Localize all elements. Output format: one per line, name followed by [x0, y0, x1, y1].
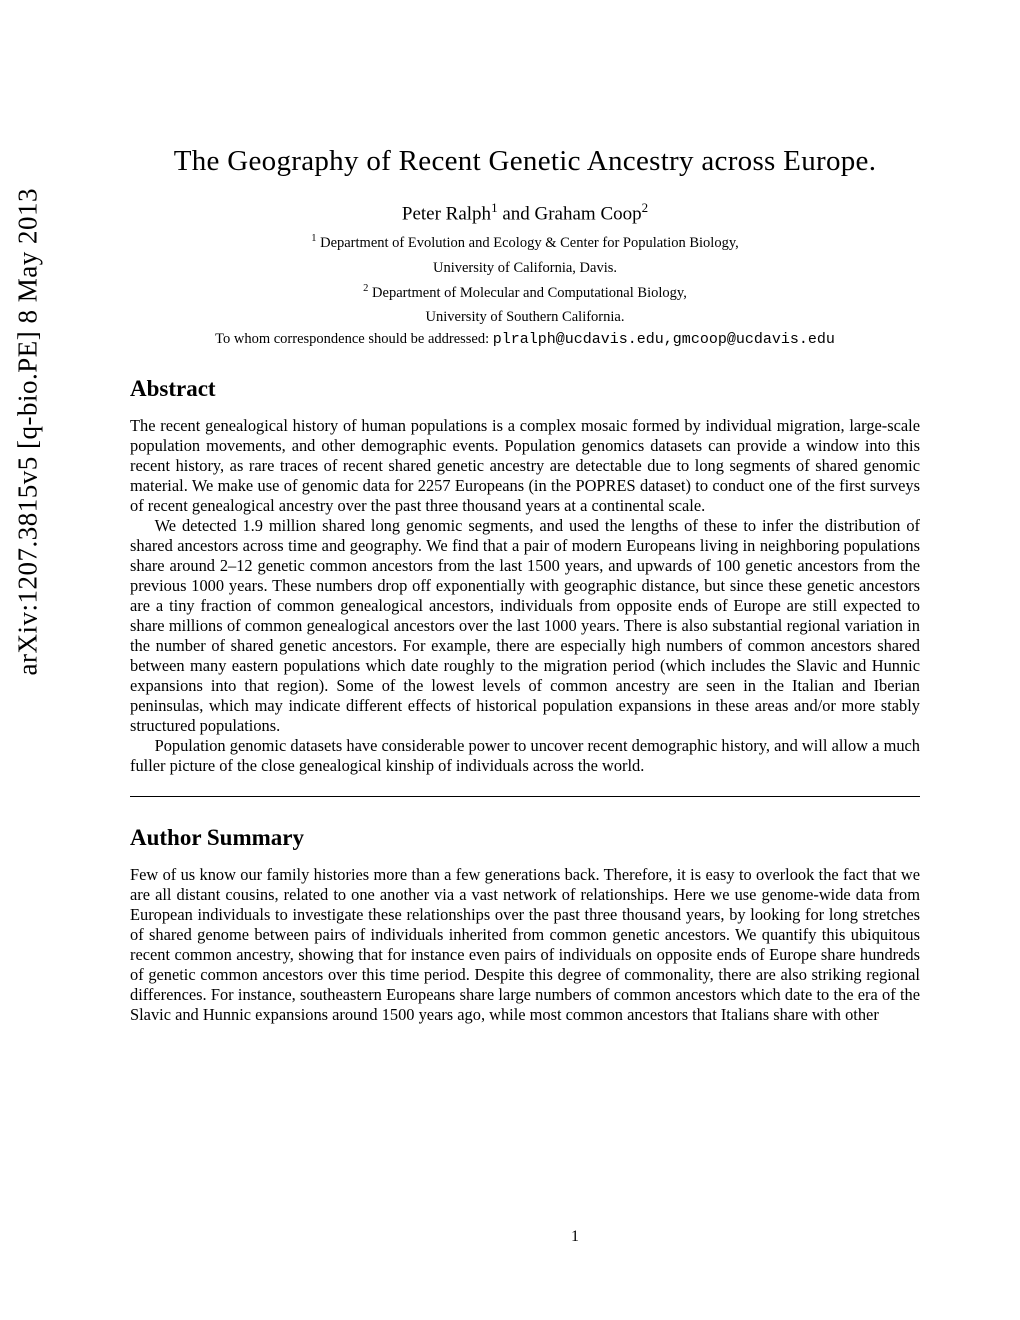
- abstract-paragraph-3: Population genomic datasets have conside…: [130, 736, 920, 776]
- affiliation-1b: University of California, Davis.: [130, 257, 920, 279]
- affiliation-1: 1 Department of Evolution and Ecology & …: [130, 231, 920, 254]
- author-sup-2: 2: [642, 200, 649, 215]
- correspondence-emails: plralph@ucdavis.edu,gmcoop@ucdavis.edu: [493, 331, 835, 348]
- section-divider: [130, 796, 920, 797]
- affiliation-2: 2 Department of Molecular and Computatio…: [130, 281, 920, 304]
- affiliation-2-text: Department of Molecular and Computationa…: [368, 285, 686, 301]
- author-name-1: Peter Ralph: [402, 203, 491, 224]
- authors-line: Peter Ralph1 and Graham Coop2: [130, 200, 920, 225]
- affiliation-2b: University of Southern California.: [130, 306, 920, 328]
- summary-paragraph-1: Few of us know our family histories more…: [130, 865, 920, 1025]
- page-content: The Geography of Recent Genetic Ancestry…: [130, 145, 920, 1025]
- abstract-heading: Abstract: [130, 376, 920, 402]
- author-conj: and Graham Coop: [498, 203, 642, 224]
- paper-title: The Geography of Recent Genetic Ancestry…: [130, 145, 920, 178]
- abstract-paragraph-2: We detected 1.9 million shared long geno…: [130, 516, 920, 736]
- correspondence-line: To whom correspondence should be address…: [130, 331, 920, 348]
- author-summary-heading: Author Summary: [130, 825, 920, 851]
- correspondence-prefix: To whom correspondence should be address…: [215, 331, 493, 347]
- affiliation-1-text: Department of Evolution and Ecology & Ce…: [316, 235, 738, 251]
- arxiv-stamp: arXiv:1207.3815v5 [q-bio.PE] 8 May 2013: [13, 188, 44, 675]
- abstract-paragraph-1: The recent genealogical history of human…: [130, 416, 920, 516]
- page-number: 1: [571, 1228, 579, 1246]
